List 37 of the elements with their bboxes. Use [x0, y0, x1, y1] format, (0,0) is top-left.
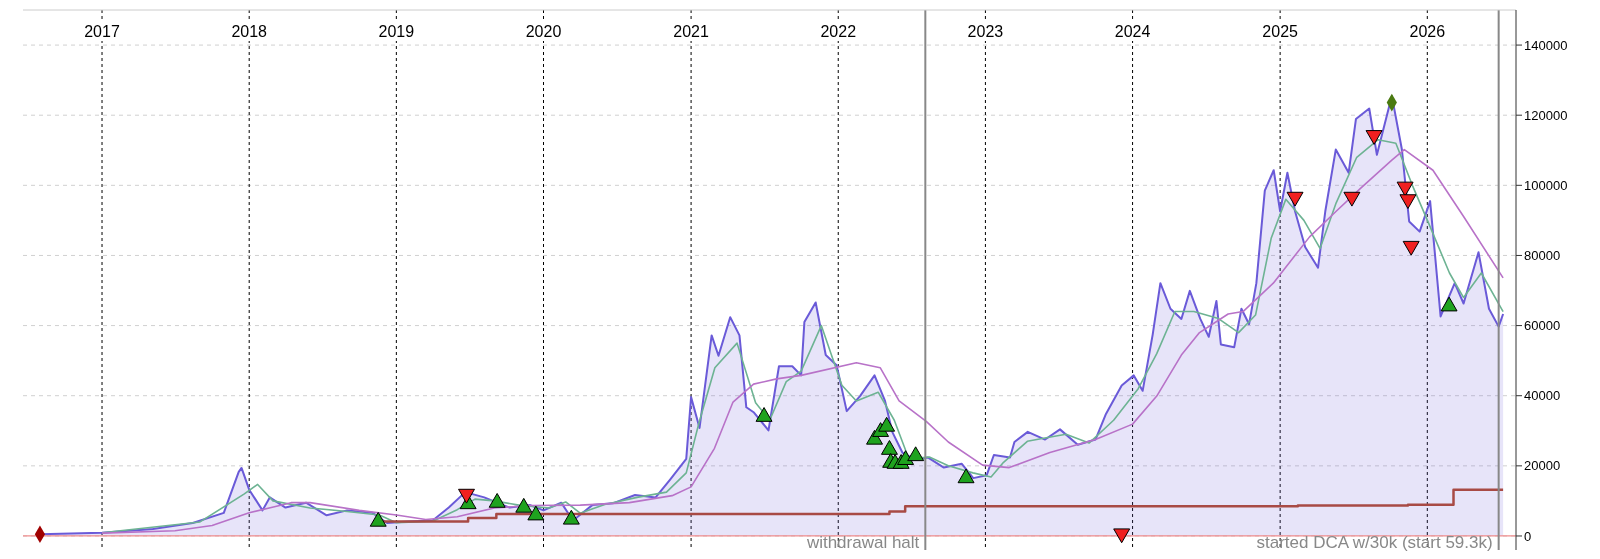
x-tick-label: 2024: [1114, 23, 1151, 40]
point: [369, 511, 387, 527]
point: [1402, 240, 1420, 256]
point: [1286, 191, 1304, 207]
point: [755, 407, 773, 422]
y-tick-label: 120000: [1524, 107, 1568, 123]
point: [1343, 191, 1361, 207]
x-tick-label: 2022: [820, 23, 857, 40]
ref-line-label: started DCA w/30k (start 59.3k): [1256, 533, 1493, 552]
point: [897, 450, 915, 465]
x-tick-label: 2020: [525, 23, 562, 40]
x-tick-label: 2025: [1262, 23, 1299, 40]
point: [515, 497, 533, 513]
point: [1396, 181, 1414, 197]
point: [562, 509, 580, 525]
x-tick-label: 2019: [378, 23, 415, 40]
y-tick-label: 80000: [1524, 248, 1561, 264]
point: [1399, 194, 1417, 210]
ref-line-label: withdrawal halt: [805, 533, 920, 552]
y-tick-label: 140000: [1524, 37, 1568, 53]
x-tick-label: 2021: [673, 23, 709, 40]
point: [907, 446, 925, 462]
point: [527, 505, 545, 521]
x-tick-label: 2023: [967, 23, 1004, 40]
point: [488, 492, 506, 508]
y-tick-label: 0: [1524, 528, 1532, 544]
y-tick-label: 20000: [1524, 458, 1561, 474]
point: [880, 440, 898, 455]
y-tick-label: 40000: [1524, 388, 1561, 404]
x-tick-label: 2017: [84, 23, 120, 40]
x-tick-label: 2018: [231, 23, 268, 40]
point: [957, 468, 975, 484]
y-tick-label: 100000: [1524, 177, 1568, 193]
point: [1365, 130, 1383, 145]
y-tick-label: 60000: [1524, 318, 1561, 334]
point: [878, 416, 896, 432]
x-tick-label: 2026: [1409, 23, 1446, 40]
